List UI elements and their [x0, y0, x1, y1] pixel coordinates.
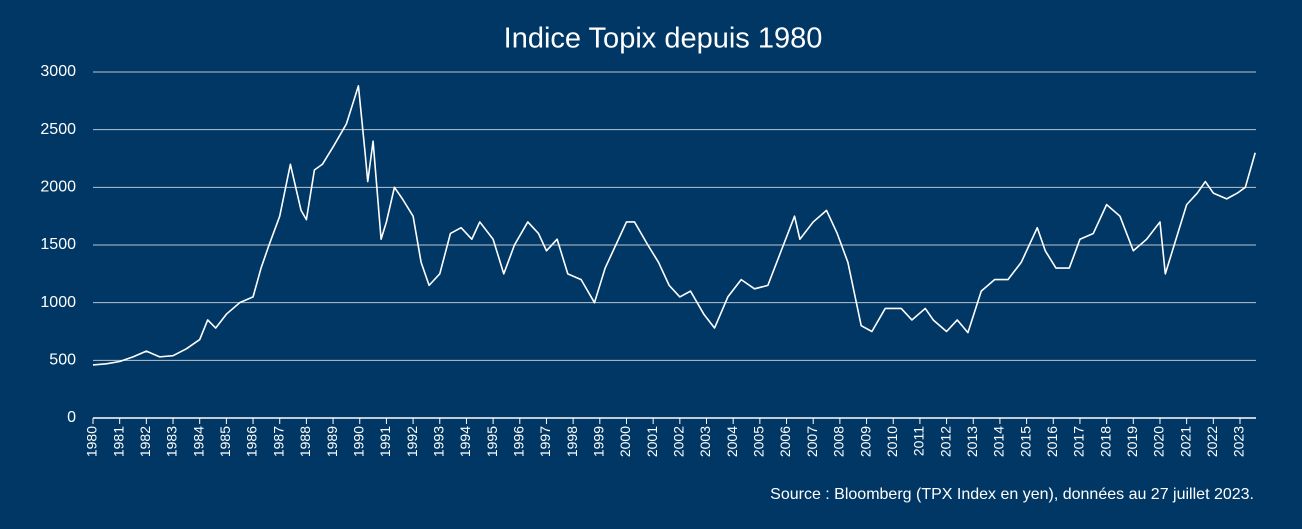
- x-tick-label: 1994: [457, 426, 473, 457]
- chart-title: Indice Topix depuis 1980: [504, 23, 823, 55]
- x-tick-label: 1997: [537, 426, 553, 457]
- x-tick-label: 1984: [190, 426, 206, 457]
- x-tick-label: 1991: [377, 426, 393, 457]
- x-tick-label: 2012: [937, 426, 953, 457]
- x-tick-label: 2018: [1097, 426, 1113, 457]
- x-tick-label: 1999: [591, 426, 607, 457]
- x-tick-label: 1995: [484, 426, 500, 457]
- x-tick-label: 2000: [617, 426, 633, 457]
- index-line: [92, 85, 1256, 366]
- x-tick-label: 2017: [1071, 426, 1087, 457]
- x-tick-label: 1981: [110, 426, 126, 457]
- x-tick-label: 2021: [1177, 426, 1193, 457]
- x-tick-label: 1980: [84, 426, 100, 457]
- x-tick-label: 1988: [297, 426, 313, 457]
- x-tick-label: 1992: [404, 426, 420, 457]
- x-tick-label: 2004: [724, 426, 740, 457]
- x-tick-label: 2014: [991, 426, 1007, 457]
- y-tick-label: 0: [67, 409, 76, 426]
- x-tick-label: 2022: [1204, 426, 1220, 457]
- x-tick-label: 2023: [1231, 426, 1247, 457]
- y-tick-label: 500: [49, 352, 76, 369]
- x-tick-label: 2007: [804, 426, 820, 457]
- x-tick-label: 1990: [350, 426, 366, 457]
- y-tick-label: 2500: [40, 121, 76, 138]
- source-note: Source : Bloomberg (TPX Index en yen), d…: [770, 486, 1254, 503]
- y-tick-label: 3000: [40, 63, 76, 80]
- x-tick-label: 2008: [831, 426, 847, 457]
- x-tick-label: 1982: [137, 426, 153, 457]
- x-tick-label: 2016: [1044, 426, 1060, 457]
- x-tick-label: 1993: [430, 426, 446, 457]
- x-tick-label: 1986: [244, 426, 260, 457]
- x-tick-label: 2015: [1017, 426, 1033, 457]
- x-tick-label: 1985: [217, 426, 233, 457]
- x-tick-label: 1996: [510, 426, 526, 457]
- x-tick-label: 2005: [751, 426, 767, 457]
- x-tick-label: 1989: [324, 426, 340, 457]
- y-tick-label: 1000: [40, 294, 76, 311]
- x-tick-label: 2001: [644, 426, 660, 457]
- x-tick-label: 2010: [884, 426, 900, 457]
- y-tick-label: 1500: [40, 236, 76, 253]
- x-tick-label: 1998: [564, 426, 580, 457]
- x-tick-label: 2020: [1151, 426, 1167, 457]
- x-tick-label: 2009: [857, 426, 873, 457]
- x-tick-label: 2002: [671, 426, 687, 457]
- x-tick-label: 2013: [964, 426, 980, 457]
- x-tick-label: 2006: [777, 426, 793, 457]
- x-tick-label: 2011: [911, 426, 927, 456]
- x-tick-label: 2003: [697, 426, 713, 457]
- x-tick-label: 1987: [270, 426, 286, 457]
- x-tick-label: 1983: [164, 426, 180, 457]
- y-tick-label: 2000: [40, 179, 76, 196]
- x-tick-label: 2019: [1124, 426, 1140, 457]
